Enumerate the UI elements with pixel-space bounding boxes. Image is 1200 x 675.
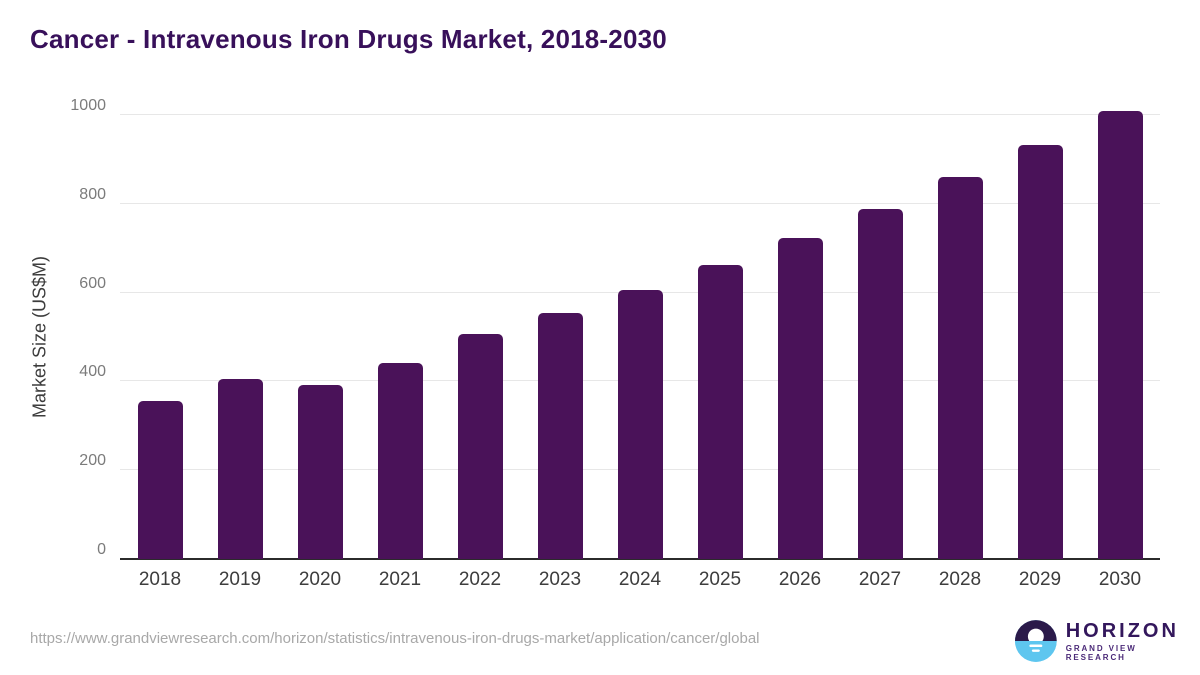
x-tick-label-2019: 2019 <box>218 569 262 590</box>
x-tick-label-2025: 2025 <box>698 569 742 590</box>
y-tick-label-600: 600 <box>79 274 106 292</box>
y-tick-label-400: 400 <box>79 363 106 381</box>
x-axis-line <box>120 558 1160 560</box>
bar-2030 <box>1097 111 1143 559</box>
bar-2023 <box>537 312 583 559</box>
logo-text-block: HORIZON GRAND VIEW RESEARCH <box>1066 620 1200 662</box>
horizon-sunset-icon <box>1014 620 1057 662</box>
bar-2021 <box>377 362 423 559</box>
x-tick-label-2018: 2018 <box>138 569 182 590</box>
x-tick-label-2024: 2024 <box>618 569 662 590</box>
source-url: https://www.grandviewresearch.com/horizo… <box>30 630 760 647</box>
bar-2025 <box>697 264 743 559</box>
y-tick-label-800: 800 <box>79 185 106 203</box>
logo-name: HORIZON <box>1065 620 1179 642</box>
gridline-800 <box>120 202 1160 204</box>
x-tick-label-2021: 2021 <box>378 569 422 590</box>
chart-title: Cancer - Intravenous Iron Drugs Market, … <box>30 24 667 54</box>
logo-subtitle: GRAND VIEW RESEARCH <box>1065 644 1137 662</box>
bar-2029 <box>1017 144 1063 559</box>
plot-area: 0 200 400 600 800 1000 2018 2019 2020 2021 2022 202… <box>70 97 1160 590</box>
x-tick-label-2029: 2029 <box>1018 569 1062 590</box>
x-tick-label-2020: 2020 <box>298 569 342 590</box>
bar-2028 <box>937 176 983 559</box>
x-tick-label-2026: 2026 <box>778 569 822 590</box>
y-tick-label-0: 0 <box>97 541 106 558</box>
y-tick-label-200: 200 <box>79 452 106 470</box>
x-tick-label-2027: 2027 <box>858 569 902 590</box>
y-tick-label-1000: 1000 <box>70 97 106 114</box>
bar-2024 <box>617 289 663 559</box>
bar-2020 <box>297 384 343 559</box>
bar-2026 <box>777 237 823 559</box>
horizon-logo: HORIZON GRAND VIEW RESEARCH <box>1014 619 1200 663</box>
x-tick-label-2028: 2028 <box>938 569 982 590</box>
bar-2018 <box>137 400 183 559</box>
bar-2022 <box>457 333 503 559</box>
x-tick-label-2022: 2022 <box>458 569 502 590</box>
x-tick-label-2030: 2030 <box>1098 569 1142 590</box>
x-tick-label-2023: 2023 <box>538 569 582 590</box>
bar-2027 <box>857 208 903 559</box>
gridline-1000 <box>120 114 1160 115</box>
bar-2019 <box>217 379 263 559</box>
